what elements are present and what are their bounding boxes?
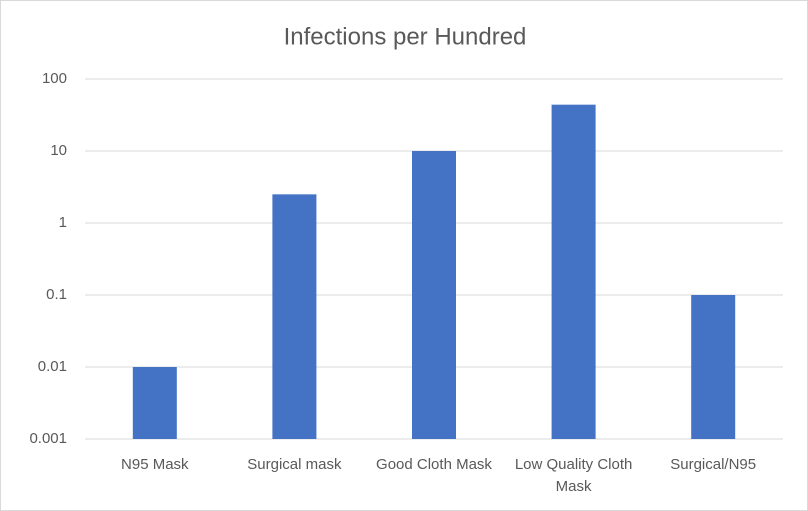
chart-title: Infections per Hundred (284, 23, 527, 50)
y-tick-label: 0.01 (38, 358, 67, 375)
y-tick-label: 100 (42, 70, 67, 87)
bar (691, 295, 736, 439)
bar (412, 151, 456, 439)
bar (551, 104, 596, 439)
y-tick-label: 10 (50, 142, 67, 159)
x-tick-label: Surgical/N95 (670, 456, 757, 473)
y-tick-label: 1 (59, 214, 67, 231)
x-tick-label: Low Quality Cloth Mask (514, 456, 633, 495)
x-tick-label: Surgical mask (247, 456, 342, 473)
bar (272, 194, 317, 439)
x-tick-label: N95 Mask (121, 456, 189, 473)
y-tick-label: 0.001 (29, 430, 67, 447)
x-tick-label: Good Cloth Mask (376, 456, 492, 473)
y-tick-label: 0.1 (46, 286, 67, 303)
bar (132, 367, 177, 439)
